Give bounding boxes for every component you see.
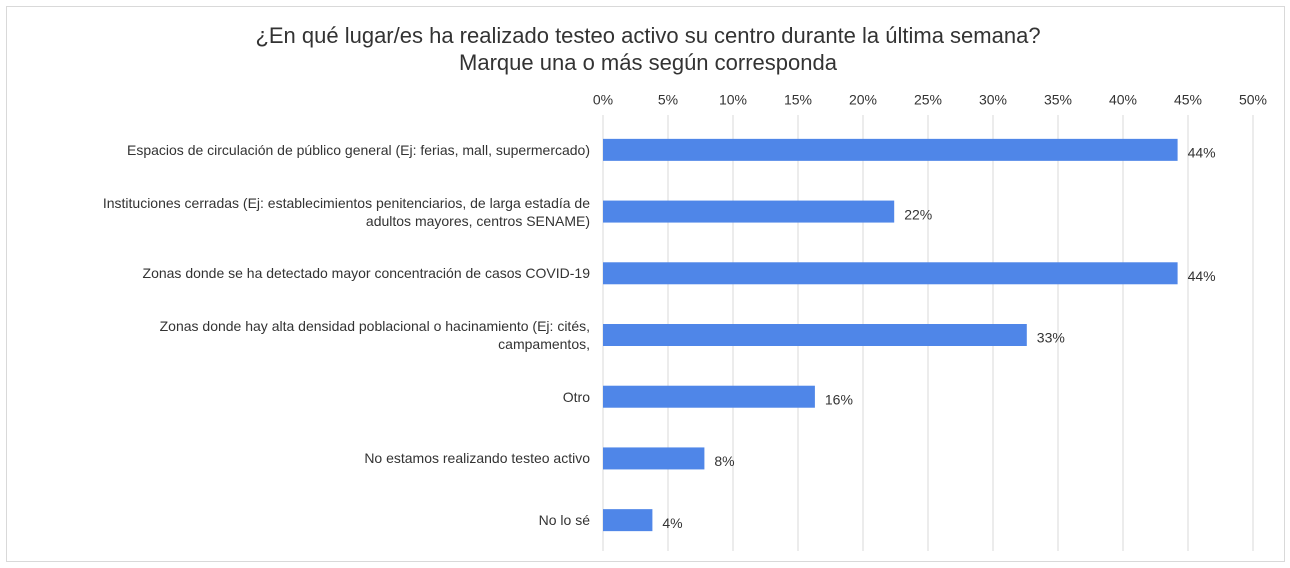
value-label: 44% xyxy=(1188,268,1216,284)
bar xyxy=(603,262,1178,285)
x-tick-label: 45% xyxy=(1174,92,1202,108)
value-label: 33% xyxy=(1037,330,1065,346)
y-tick-label: Espacios de circulación de público gener… xyxy=(127,141,590,158)
chart-title: ¿En qué lugar/es ha realizado testeo act… xyxy=(255,23,1041,75)
x-tick-label: 5% xyxy=(658,92,678,108)
value-label: 44% xyxy=(1188,145,1216,161)
bar xyxy=(603,509,653,532)
value-label: 4% xyxy=(662,515,682,531)
x-tick-label: 25% xyxy=(914,92,942,108)
x-tick-label: 35% xyxy=(1044,92,1072,108)
bar xyxy=(603,324,1027,346)
bar xyxy=(603,200,895,223)
x-tick-label: 10% xyxy=(719,92,747,108)
value-label: 16% xyxy=(825,391,853,407)
y-tick-label: No estamos realizando testeo activo xyxy=(364,450,590,467)
y-tick-label: Zonas donde hay alta densidad poblaciona… xyxy=(159,318,590,352)
x-tick-label: 20% xyxy=(849,92,877,108)
y-tick-label: Instituciones cerradas (Ej: establecimie… xyxy=(102,194,590,229)
value-label: 8% xyxy=(714,453,734,469)
x-tick-label: 30% xyxy=(979,92,1007,108)
y-tick-label: Otro xyxy=(562,388,590,405)
bar xyxy=(603,385,815,408)
y-tick-label: No lo sé xyxy=(538,512,590,529)
x-tick-label: 40% xyxy=(1109,92,1137,108)
x-tick-label: 50% xyxy=(1239,92,1267,108)
bar xyxy=(603,447,705,470)
bar xyxy=(603,138,1178,161)
x-tick-label: 15% xyxy=(784,92,812,108)
y-tick-label: Zonas donde se ha detectado mayor concen… xyxy=(142,265,590,282)
value-label: 22% xyxy=(904,206,932,222)
x-tick-label: 0% xyxy=(593,92,613,108)
